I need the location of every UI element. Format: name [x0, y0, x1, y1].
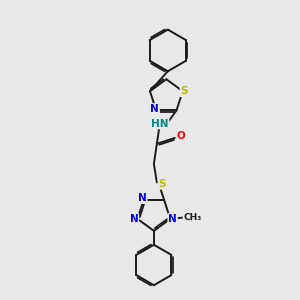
Text: S: S [181, 86, 188, 96]
Text: S: S [158, 179, 166, 189]
Text: N: N [130, 214, 138, 224]
Text: CH₃: CH₃ [184, 213, 202, 222]
Text: N: N [168, 214, 177, 224]
Text: HN: HN [151, 118, 169, 128]
Text: N: N [138, 193, 147, 203]
Text: O: O [176, 131, 185, 141]
Text: N: N [150, 104, 159, 114]
